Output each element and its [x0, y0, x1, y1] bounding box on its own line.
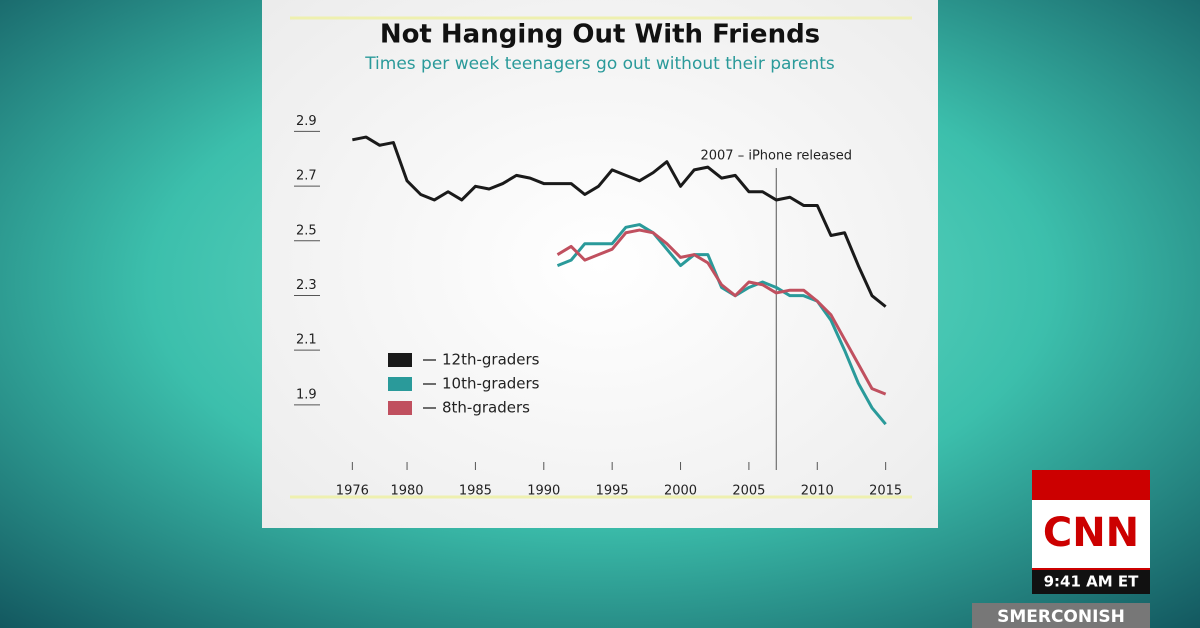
y-tick-label: 2.3	[296, 278, 317, 293]
legend-label: 8th-graders	[442, 399, 530, 417]
legend-swatch	[388, 401, 412, 415]
x-tick-label: 1995	[596, 484, 629, 499]
y-tick-label: 1.9	[296, 387, 317, 402]
series-line	[556, 223, 887, 426]
logo-inner	[1032, 500, 1150, 568]
x-tick-label: 2015	[869, 484, 902, 499]
x-tick-label: 1976	[336, 484, 369, 499]
annotation-text: 2007 – iPhone released	[700, 149, 852, 164]
card	[262, 0, 938, 528]
legend-swatch	[388, 377, 412, 391]
show-box	[972, 603, 1150, 628]
plot: 1.9 2.1 2.3 2.5 2.7 2.9 1976 1980 1985 1990 1995 20…	[294, 114, 902, 499]
y-tick-label: 2.5	[296, 223, 317, 238]
series-line	[556, 228, 887, 396]
y-tick-label: 2.1	[296, 333, 317, 348]
chart-title: Not Hanging Out With Friends	[380, 20, 820, 50]
time: 9:41 AM ET	[1044, 573, 1140, 591]
series-line	[352, 135, 887, 308]
legend-label: 10th-graders	[442, 375, 540, 393]
legend-label: 12th-graders	[442, 351, 540, 369]
legend-swatch	[388, 353, 412, 367]
x-tick-label: 2005	[732, 484, 765, 499]
x-tick-label: 2000	[664, 484, 697, 499]
x-tick-label: 1985	[459, 484, 492, 499]
x-tick-label: 1980	[390, 484, 423, 499]
x-tick-label: 1990	[527, 484, 560, 499]
network-logo: CNN	[1043, 510, 1139, 556]
y-tick-label: 2.9	[296, 114, 317, 129]
time-box	[1032, 570, 1150, 594]
y-tick-label: 2.7	[296, 169, 317, 184]
chart-subtitle: Times per week teenagers go out without …	[364, 54, 835, 74]
x-tick-label: 2010	[801, 484, 834, 499]
show-name: SMERCONISH	[997, 607, 1125, 627]
